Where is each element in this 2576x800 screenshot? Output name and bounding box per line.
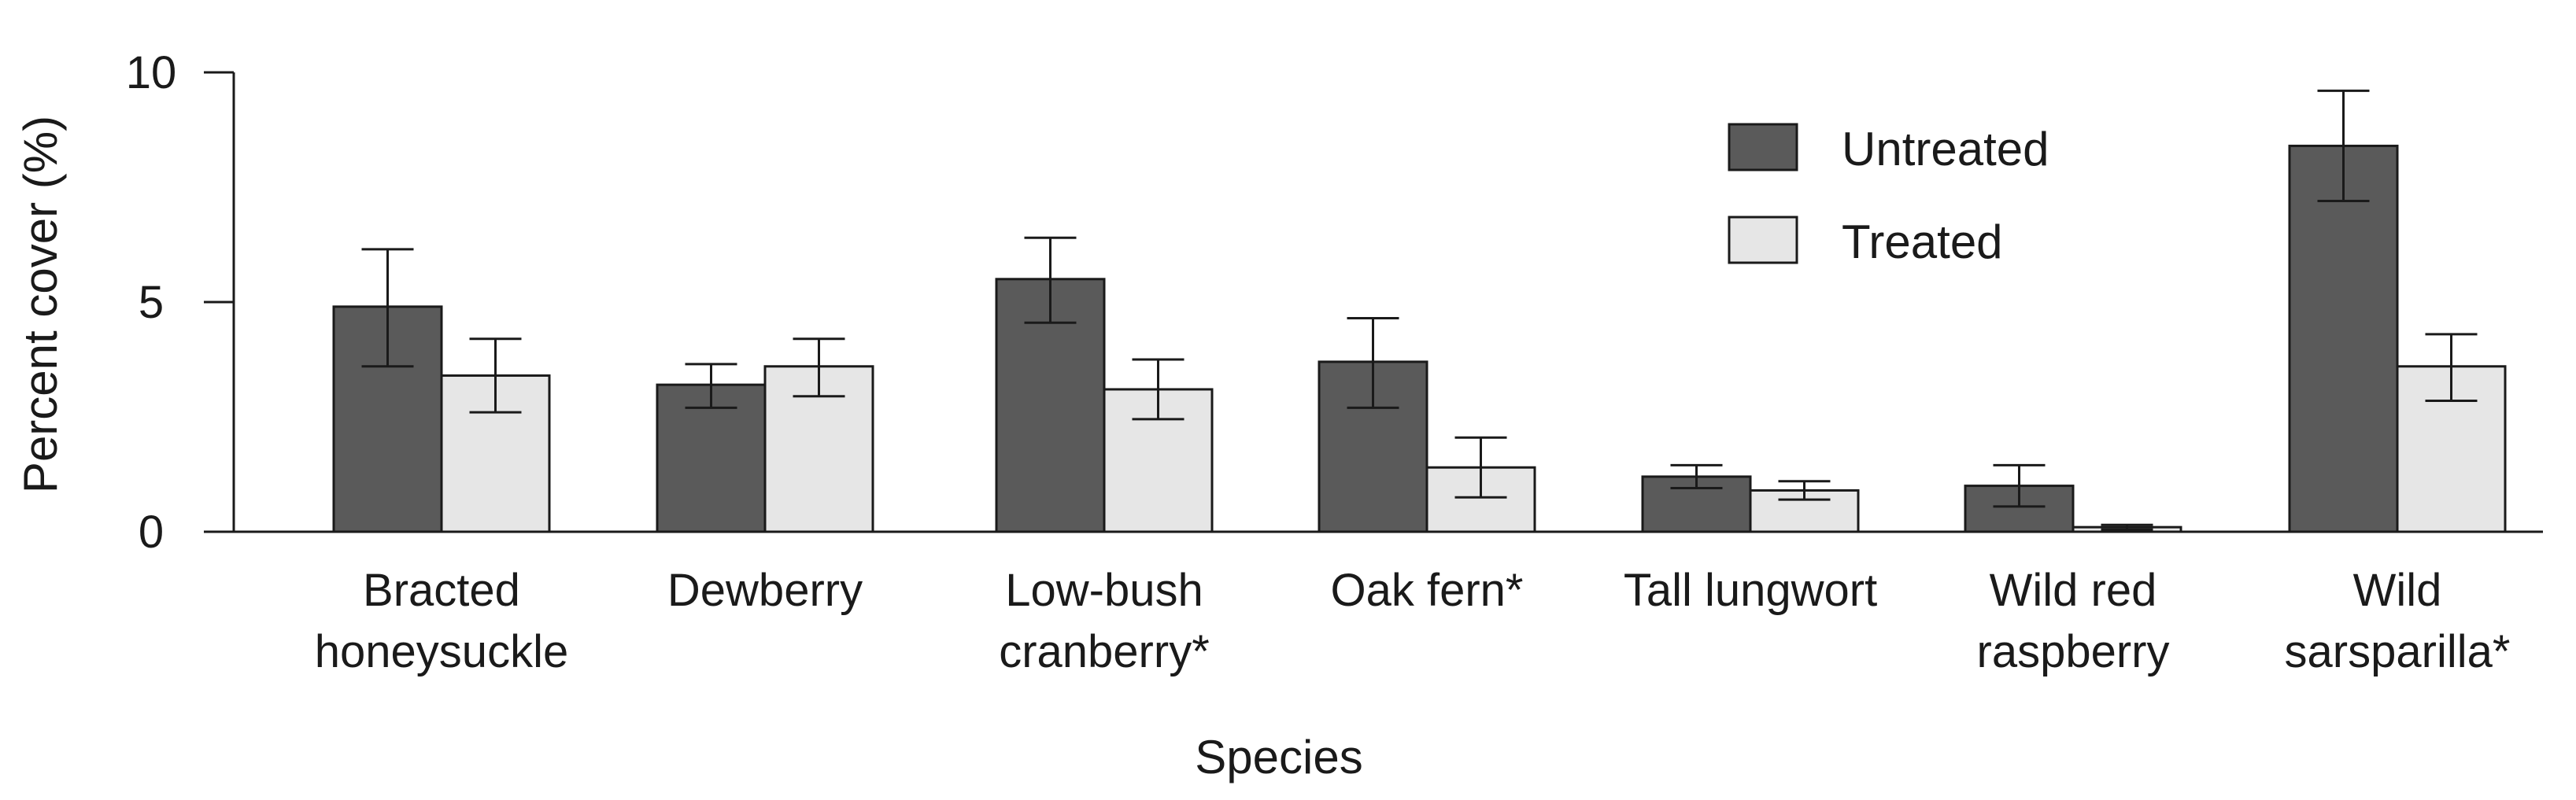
x-tick-label-wild-red-raspberry: Wild red raspberry bbox=[1977, 565, 2170, 677]
x-tick-label-bracted-honeysuckle: Bracted honeysuckle bbox=[315, 565, 568, 677]
legend-swatch-treated bbox=[1728, 216, 1798, 264]
y-tick-label-10: 10 bbox=[126, 47, 177, 98]
x-axis-title: Species bbox=[1195, 731, 1362, 783]
x-tick-label-dewberry: Dewberry bbox=[667, 565, 863, 616]
y-tick-label-0: 0 bbox=[139, 507, 164, 558]
axes-layer bbox=[204, 71, 2543, 533]
x-tick-label-oak-fern-: Oak fern* bbox=[1331, 565, 1524, 616]
x-tick-label-tall-lungwort: Tall lungwort bbox=[1624, 565, 1877, 616]
y-tick-label-5: 5 bbox=[139, 277, 164, 328]
x-tick-label-low-bush-cranberry-: Low-bush cranberry* bbox=[999, 565, 1210, 677]
y-axis-title: Percent cover (%) bbox=[14, 116, 67, 493]
x-tick-label-wild-sarsparilla-: Wild sarsparilla* bbox=[2285, 565, 2511, 677]
bars-layer bbox=[332, 89, 2507, 533]
legend-label-treated: Treated bbox=[1842, 216, 2003, 268]
bar-wild-sarsparilla-untreated bbox=[2288, 144, 2399, 533]
labels-layer: Bracted honeysuckle Dewberry Low-bush cranbe… bbox=[126, 47, 2511, 677]
legend: Untreated Treated bbox=[1728, 123, 2049, 268]
legend-swatch-untreated bbox=[1728, 123, 1798, 171]
legend-label-untreated: Untreated bbox=[1842, 123, 2049, 175]
